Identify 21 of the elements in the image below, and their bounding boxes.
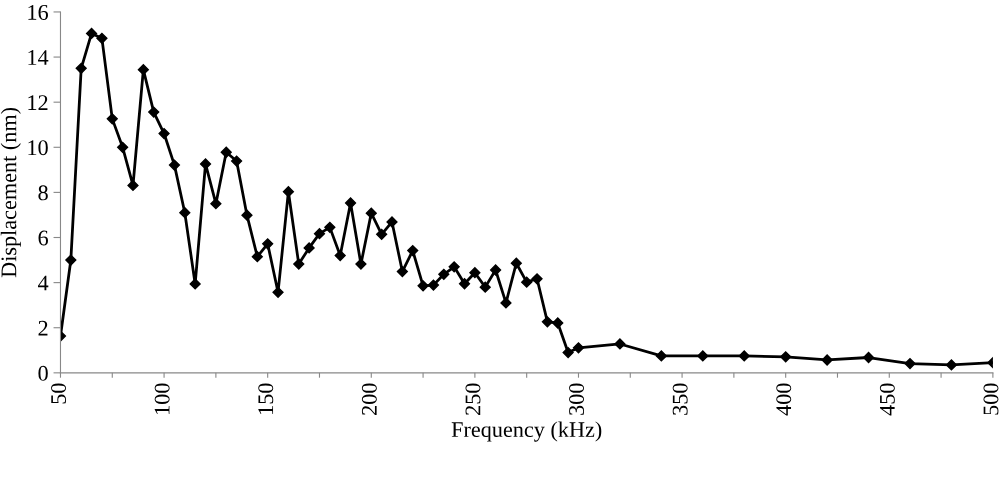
y-tick-label: 12	[28, 95, 48, 110]
x-tick-label: 500	[983, 383, 999, 415]
x-tick-label: 100	[154, 383, 170, 414]
x-tick-label: 400	[776, 383, 792, 416]
x-tick-label: 250	[465, 383, 481, 415]
x-tick-label: 150	[258, 383, 274, 414]
x-tick-label: 300	[569, 383, 585, 415]
y-tick-label: 10	[28, 140, 48, 156]
y-tick-label: 0	[38, 365, 48, 381]
y-axis-title: Displacement (nm)	[0, 107, 21, 278]
y-tick-label: 14	[28, 50, 49, 65]
y-tick-label: 4	[38, 275, 49, 291]
y-tick-label: 16	[28, 4, 49, 20]
x-tick-label: 50	[51, 383, 67, 404]
x-tick-label: 450	[879, 383, 895, 416]
y-tick-label: 8	[38, 185, 48, 201]
y-tick-label: 2	[38, 320, 48, 336]
x-tick-label: 200	[361, 383, 377, 415]
x-axis-title: Frequency (kHz)	[451, 421, 602, 442]
y-tick-label: 6	[38, 230, 49, 246]
x-tick-label: 350	[672, 383, 688, 415]
